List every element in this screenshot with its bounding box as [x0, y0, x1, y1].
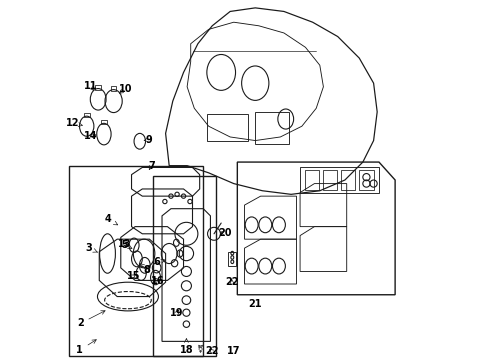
Text: 1: 1 [76, 340, 96, 355]
Text: 16: 16 [151, 276, 164, 286]
Text: 9: 9 [144, 135, 151, 145]
Text: 18: 18 [179, 338, 193, 355]
Bar [153, 176, 215, 356]
Text: 11: 11 [83, 81, 97, 91]
Text: 19: 19 [170, 308, 183, 318]
Text: 7: 7 [147, 161, 154, 171]
Text: 6: 6 [153, 257, 165, 267]
Text: 8: 8 [140, 264, 150, 275]
Bar [304, 170, 319, 190]
Text: ⚧: ⚧ [196, 345, 203, 354]
Bar [110, 86, 116, 91]
Text: 15: 15 [126, 271, 140, 281]
Text: 14: 14 [83, 131, 97, 141]
Bar [228, 252, 236, 266]
Text: 10: 10 [119, 84, 132, 94]
Text: 4: 4 [104, 215, 118, 225]
Bar [340, 170, 354, 190]
Bar [359, 170, 373, 190]
Bar [83, 113, 89, 117]
Text: 2: 2 [77, 311, 105, 328]
Text: 22: 22 [225, 277, 238, 287]
Text: 5: 5 [121, 239, 132, 249]
Text: 13: 13 [118, 239, 131, 249]
Text: 3: 3 [85, 243, 97, 253]
Text: 21: 21 [248, 299, 262, 309]
Bar [95, 85, 101, 90]
Text: 22: 22 [205, 346, 219, 356]
Text: 12: 12 [65, 118, 82, 128]
Bar [101, 120, 106, 125]
Text: 20: 20 [218, 228, 231, 238]
Bar [322, 170, 336, 190]
Text: 17: 17 [226, 346, 240, 356]
Bar [69, 166, 203, 356]
